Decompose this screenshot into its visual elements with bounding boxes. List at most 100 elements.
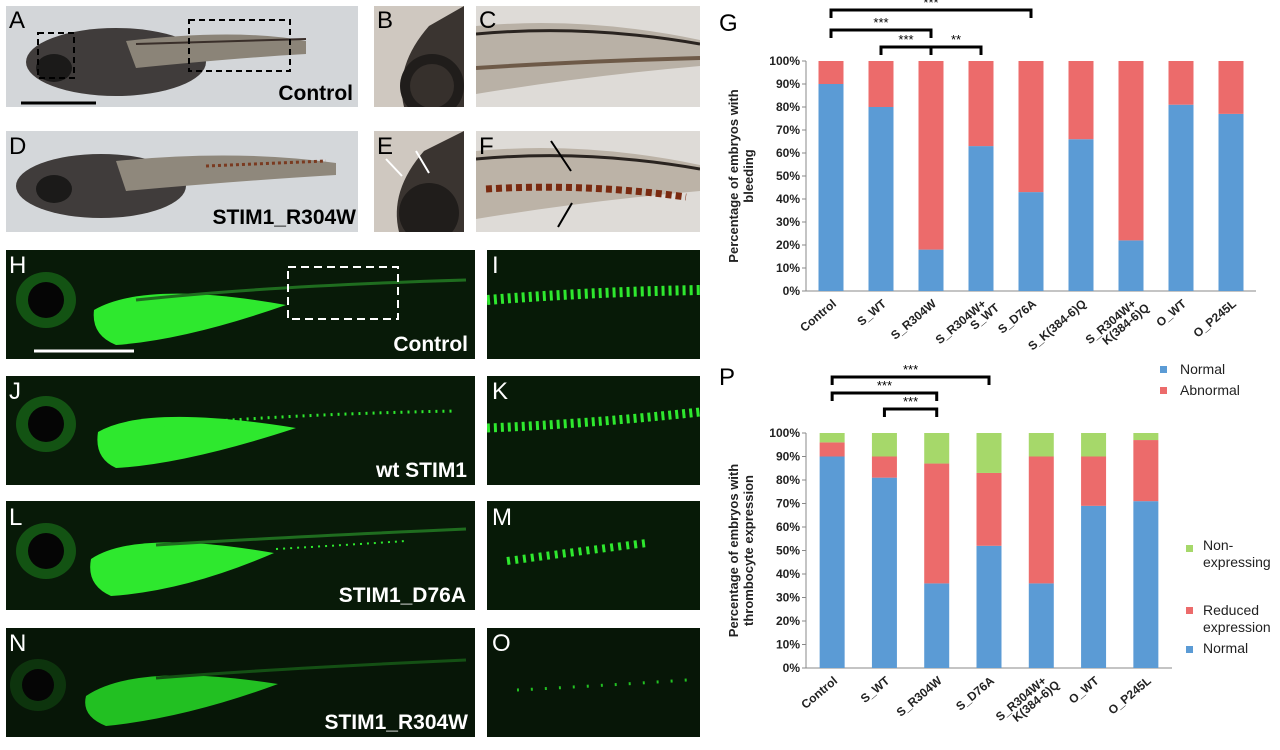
- y-axis-label: thrombocyte expression: [741, 475, 756, 626]
- x-tick-label: S_R304W: [888, 296, 939, 342]
- significance-bracket: [929, 45, 983, 55]
- x-tick-label: O_WT: [1153, 296, 1189, 329]
- panel-j-image: [6, 376, 475, 485]
- bar-reduced-expression: [1028, 456, 1054, 584]
- legend-p-nonexpressing: Non- expressing: [1203, 537, 1271, 570]
- bar-normal: [818, 84, 844, 291]
- panel-c-label: C: [479, 7, 497, 34]
- y-tick-label: 20%: [776, 238, 800, 252]
- panel-a-image: [6, 6, 358, 107]
- panel-h-image: [6, 250, 475, 359]
- legend-g-normal-swatch: [1160, 366, 1167, 373]
- y-tick-label: 20%: [776, 614, 800, 628]
- panel-h-label: H: [9, 252, 27, 279]
- y-tick-label: 70%: [776, 497, 800, 511]
- x-tick-label: S_D76A: [953, 673, 997, 713]
- panel-c-image: [476, 6, 700, 107]
- x-tick-label: Control: [797, 297, 839, 335]
- bar-reduced-expression: [1081, 456, 1107, 506]
- bar-abnormal: [1018, 61, 1044, 193]
- y-tick-label: 80%: [776, 100, 800, 114]
- significance-label: ***: [877, 378, 892, 393]
- y-tick-label: 30%: [776, 215, 800, 229]
- legend-g-abnormal-swatch: [1160, 387, 1167, 394]
- panel-d-label: D: [9, 133, 27, 160]
- panel-a-label: A: [9, 7, 26, 34]
- panel-m-image: [487, 501, 700, 610]
- y-tick-label: 40%: [776, 192, 800, 206]
- bar-abnormal: [868, 61, 894, 107]
- bar-non-expressing: [976, 433, 1002, 473]
- panel-p-label: P: [719, 364, 736, 391]
- bar-normal: [868, 107, 894, 291]
- bar-normal: [968, 146, 994, 291]
- panel-e-label: E: [377, 133, 394, 160]
- significance-bracket: [829, 8, 1033, 18]
- bar-reduced-expression: [1133, 440, 1159, 502]
- panel-m-label: M: [492, 504, 512, 531]
- bar-normal: [1018, 192, 1044, 291]
- bar-non-expressing: [871, 433, 897, 457]
- bar-normal: [918, 249, 944, 291]
- y-tick-label: 40%: [776, 567, 800, 581]
- significance-bracket: [879, 45, 933, 55]
- significance-label: **: [951, 32, 961, 47]
- bar-reduced-expression: [819, 442, 845, 457]
- chart-g: 0% 10% 20% 30% 40% 50% 60% 70% 80% 90% 100% Percent…: [700, 0, 1280, 370]
- bar-abnormal: [1068, 61, 1094, 140]
- y-tick-label: 60%: [776, 146, 800, 160]
- bar-reduced-expression: [976, 472, 1002, 546]
- chart-p: 0% 10% 20% 30% 40% 50% 60% 70% 80% 90% 100% Percent…: [700, 360, 1180, 745]
- y-tick-label: 0%: [783, 661, 801, 675]
- bar-normal: [1168, 104, 1194, 291]
- caption-stim1-r304w-bright: STIM1_R304W: [212, 206, 356, 229]
- panel-o-image: [487, 628, 700, 737]
- significance-label: ***: [903, 362, 918, 377]
- y-tick-label: 100%: [769, 426, 800, 440]
- x-tick-label: S_WT: [854, 296, 889, 329]
- x-tick-label: O_P245L: [1105, 674, 1153, 718]
- panel-g-label: G: [719, 10, 738, 37]
- y-axis-label: bleeding: [741, 149, 756, 203]
- y-tick-label: 10%: [776, 261, 800, 275]
- y-tick-label: 50%: [776, 544, 800, 558]
- panel-o-label: O: [492, 630, 511, 657]
- bar-normal: [1081, 505, 1107, 668]
- panel-k-image: [487, 376, 700, 485]
- y-tick-label: 70%: [776, 123, 800, 137]
- chart-g-svg: 0% 10% 20% 30% 40% 50% 60% 70% 80% 90% 100% Percent…: [726, 0, 1256, 353]
- panel-j-label: J: [9, 378, 21, 405]
- bar-normal: [1133, 501, 1159, 668]
- bar-non-expressing: [924, 433, 950, 464]
- chart-p-svg: 0% 10% 20% 30% 40% 50% 60% 70% 80% 90% 100% Percent…: [726, 362, 1172, 725]
- x-tick-label: Control: [798, 674, 840, 712]
- panel-b-image: [374, 6, 464, 107]
- y-tick-label: 10%: [776, 638, 800, 652]
- significance-bracket: [830, 375, 991, 385]
- y-tick-label: 0%: [783, 284, 801, 298]
- panel-i-label: I: [492, 252, 499, 279]
- panel-k-label: K: [492, 378, 509, 405]
- bar-normal: [1068, 139, 1094, 291]
- significance-label: ***: [923, 0, 938, 10]
- panel-b-label: B: [377, 7, 394, 34]
- caption-stim1-d76a: STIM1_D76A: [338, 584, 466, 607]
- bar-normal: [976, 545, 1002, 668]
- bar-reduced-expression: [871, 456, 897, 478]
- bar-abnormal: [968, 61, 994, 147]
- panel-l-label: L: [9, 504, 23, 531]
- bar-abnormal: [918, 61, 944, 250]
- panel-f-image: [476, 131, 700, 232]
- bar-abnormal: [1218, 61, 1244, 114]
- x-tick-label: S_R304W: [894, 673, 945, 719]
- bar-non-expressing: [819, 433, 845, 443]
- bar-non-expressing: [1028, 433, 1054, 457]
- legend-p-nonexpressing-swatch: [1186, 545, 1193, 552]
- x-tick-label: O_WT: [1066, 673, 1102, 706]
- bar-non-expressing: [1133, 433, 1159, 441]
- y-tick-label: 50%: [776, 169, 800, 183]
- significance-bracket: [882, 407, 939, 417]
- bar-normal: [871, 477, 897, 668]
- x-tick-label: S_D76A: [995, 296, 1039, 336]
- caption-control-bright: Control: [278, 82, 353, 105]
